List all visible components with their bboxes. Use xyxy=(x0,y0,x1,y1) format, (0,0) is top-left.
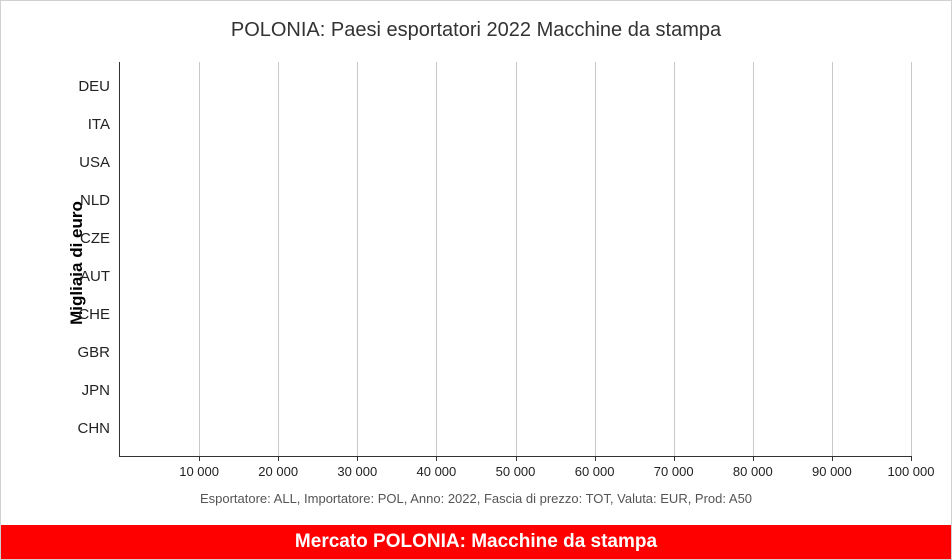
gridline xyxy=(595,62,596,456)
chart-footnote: Esportatore: ALL, Importatore: POL, Anno… xyxy=(31,491,921,506)
category-label: CHN xyxy=(78,420,121,437)
gridline xyxy=(674,62,675,456)
category-label: JPN xyxy=(82,382,120,399)
gridline xyxy=(911,62,912,456)
gridline xyxy=(357,62,358,456)
gridline xyxy=(832,62,833,456)
gridline xyxy=(516,62,517,456)
category-label: USA xyxy=(79,154,120,171)
category-label: CHE xyxy=(78,306,120,323)
chart-title: POLONIA: Paesi esportatori 2022 Macchine… xyxy=(31,19,921,42)
plot-area: 10 00020 00030 00040 00050 00060 00070 0… xyxy=(119,62,911,457)
category-label: DEU xyxy=(78,78,120,95)
chart-container: POLONIA: Paesi esportatori 2022 Macchine… xyxy=(1,1,951,525)
x-tick-label: 100 000 xyxy=(888,456,935,479)
gridline xyxy=(199,62,200,456)
x-tick-label: 90 000 xyxy=(812,456,852,479)
category-label: AUT xyxy=(80,268,120,285)
category-label: ITA xyxy=(88,116,120,133)
gridline xyxy=(753,62,754,456)
x-tick-label: 70 000 xyxy=(654,456,694,479)
x-tick-label: 20 000 xyxy=(258,456,298,479)
banner-text: Mercato POLONIA: Macchine da stampa xyxy=(295,531,657,553)
category-label: CZE xyxy=(80,230,120,247)
category-label: GBR xyxy=(77,344,120,361)
x-tick-label: 50 000 xyxy=(496,456,536,479)
x-tick-label: 10 000 xyxy=(179,456,219,479)
x-tick-label: 60 000 xyxy=(575,456,615,479)
gridline xyxy=(278,62,279,456)
x-tick-label: 40 000 xyxy=(417,456,457,479)
category-label: NLD xyxy=(80,192,120,209)
banner: Mercato POLONIA: Macchine da stampa xyxy=(1,525,951,559)
gridline xyxy=(436,62,437,456)
x-tick-label: 80 000 xyxy=(733,456,773,479)
x-tick-label: 30 000 xyxy=(337,456,377,479)
